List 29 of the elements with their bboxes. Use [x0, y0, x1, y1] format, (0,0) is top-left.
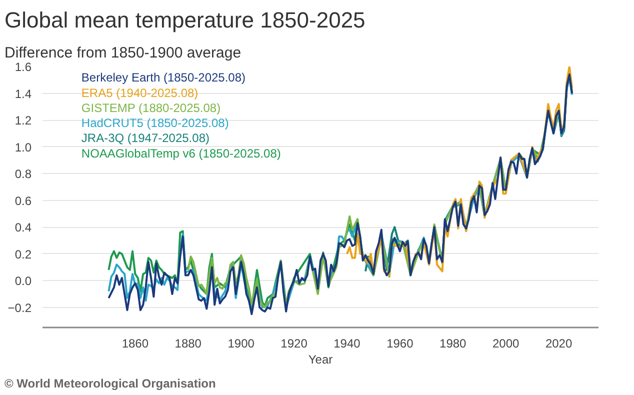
text: JRA-3Q (1947-2025.08): [81, 131, 210, 146]
y-tick-label: 0.4: [14, 220, 32, 235]
chart-subtitle: Difference from 1850-1900 average: [4, 44, 242, 62]
y-tick-label: 1.0: [14, 140, 32, 154]
x-tick-label: 1860: [122, 336, 149, 350]
x-tick-label: 1920: [280, 336, 308, 350]
x-tick-label: 1980: [440, 336, 467, 350]
text: ERA5 (1940-2025.08): [81, 86, 198, 100]
x-tick-label: 2000: [492, 336, 520, 350]
text: © World Meteorological Organisation: [4, 376, 216, 390]
y-tick-label: 0.0: [14, 274, 32, 288]
x-axis-title: Year: [308, 352, 333, 366]
x-tick-label: 1900: [228, 336, 255, 350]
y-tick-label: 1.2: [14, 114, 32, 128]
x-tick-label: 1960: [386, 336, 414, 350]
y-tick-label: 1.4: [14, 86, 32, 101]
y-tick-label: −0.2: [8, 300, 32, 315]
text: GISTEMP (1880-2025.08): [81, 100, 221, 115]
chart-title: Global mean temperature 1850-2025: [4, 8, 366, 32]
x-tick-label: 1880: [174, 336, 202, 350]
y-tick-label: 0.8: [14, 167, 32, 182]
x-tick-label: 1940: [334, 336, 361, 350]
text: HadCRUT5 (1850-2025.08): [81, 116, 229, 130]
y-tick-label: 0.2: [14, 247, 32, 262]
y-tick-label: 0.6: [14, 194, 32, 208]
x-tick-label: 2020: [545, 336, 572, 350]
text: Berkeley Earth (1850-2025.08): [81, 70, 246, 85]
text: NOAAGlobalTemp v6 (1850-2025.08): [81, 146, 281, 160]
y-tick-label: 1.6: [14, 60, 32, 74]
